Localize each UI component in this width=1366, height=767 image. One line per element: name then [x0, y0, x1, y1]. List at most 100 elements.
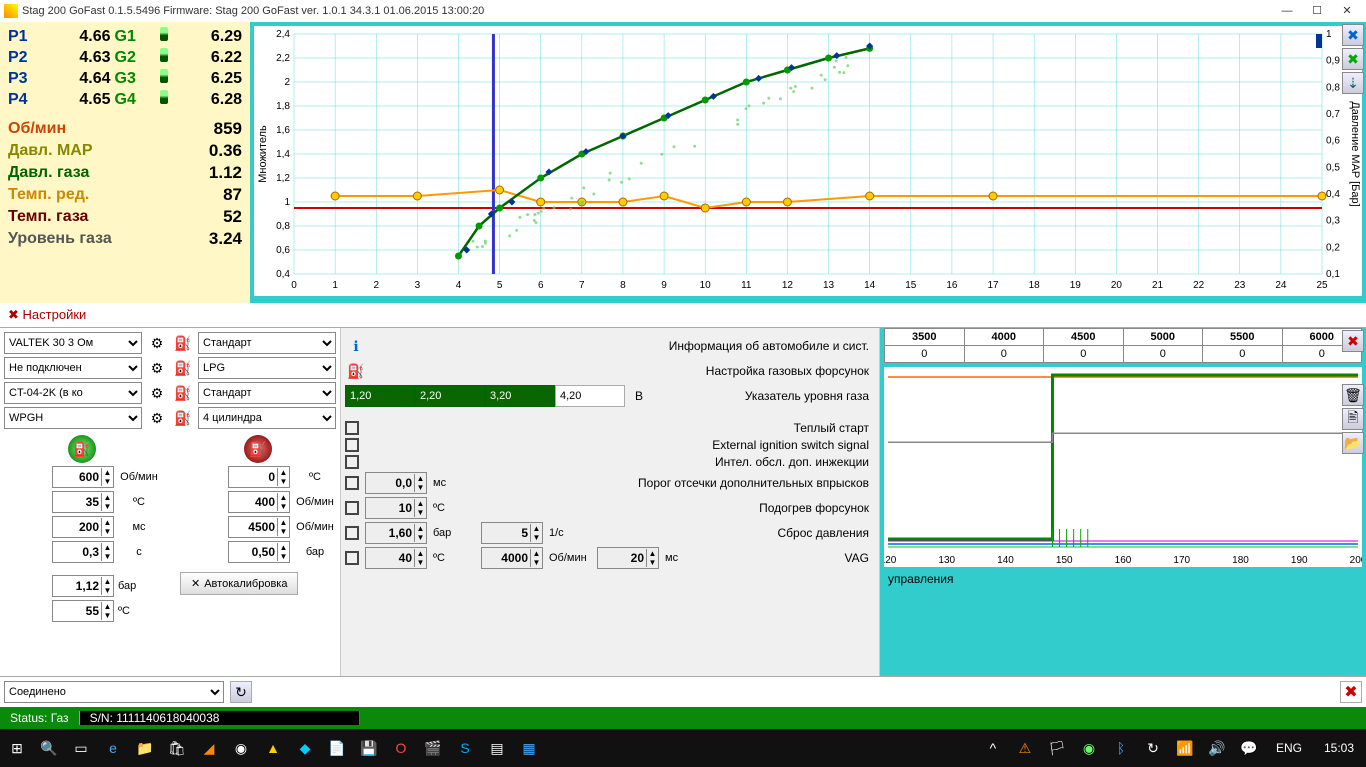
rpm-cell[interactable]: 0: [1044, 346, 1124, 363]
right-val-3[interactable]: 0,50▲▼: [228, 541, 290, 563]
opt-check-6[interactable]: [345, 551, 359, 565]
info-line-injectors[interactable]: Настройка газовых форсунок: [373, 364, 875, 378]
tray-bt-icon[interactable]: ᛒ: [1108, 735, 1134, 761]
left-val-2[interactable]: 200▲▼: [52, 516, 114, 538]
tray-warn-icon[interactable]: ⚠: [1012, 735, 1038, 761]
volt-cell-0[interactable]: 1,20: [345, 385, 415, 407]
chart-accept-icon[interactable]: ✖: [1342, 48, 1364, 70]
opt-label-2: Интел. обсл. доп. инжекции: [365, 455, 875, 469]
tray-net-icon[interactable]: ◉: [1076, 735, 1102, 761]
info-line-vehicle[interactable]: Информация об автомобиле и сист.: [373, 339, 875, 353]
tray-clock[interactable]: 15:03: [1316, 741, 1362, 755]
rpm-correction-table[interactable]: 350040004500500055006000 000000: [884, 328, 1362, 363]
opt-check-3[interactable]: [345, 476, 359, 490]
skype-icon[interactable]: S: [452, 735, 478, 761]
settings-header[interactable]: ✖ Настройки: [0, 303, 1366, 328]
left-combo-1[interactable]: Не подключен: [4, 357, 142, 379]
tray-action-icon[interactable]: 💬: [1236, 735, 1262, 761]
right-combo-1[interactable]: LPG: [198, 357, 336, 379]
close-button[interactable]: ✕: [1332, 1, 1362, 21]
save-icon[interactable]: 💾: [356, 735, 382, 761]
left-val-0[interactable]: 600▲▼: [52, 466, 114, 488]
connection-select[interactable]: Соединено: [4, 681, 224, 703]
svg-text:1,4: 1,4: [276, 149, 290, 160]
opt-check-5[interactable]: [345, 526, 359, 540]
opt-6-field-2[interactable]: 20▲▼: [597, 547, 659, 569]
left-combo-0[interactable]: VALTEK 30 3 Ом: [4, 332, 142, 354]
osc-trash-icon[interactable]: 🗑: [1342, 384, 1364, 406]
opt-label-1: External ignition switch signal: [365, 438, 875, 452]
right-val-2[interactable]: 4500▲▼: [228, 516, 290, 538]
chrome-icon[interactable]: ◉: [228, 735, 254, 761]
opt-6-field-0[interactable]: 40▲▼: [365, 547, 427, 569]
start-icon[interactable]: ⊞: [4, 735, 30, 761]
tray-sync-icon[interactable]: ↻: [1140, 735, 1166, 761]
volt-cell-2[interactable]: 3,20: [485, 385, 555, 407]
param-value: 87: [183, 184, 244, 206]
right-combo-3[interactable]: 4 цилиндра: [198, 407, 336, 429]
right-val-0[interactable]: 0▲▼: [228, 466, 290, 488]
movies-icon[interactable]: 🎬: [420, 735, 446, 761]
info-line-gaslevel[interactable]: Указатель уровня газа: [649, 389, 875, 403]
connection-refresh-icon[interactable]: ↻: [230, 681, 252, 703]
tray-vol-icon[interactable]: 🔊: [1204, 735, 1230, 761]
search-icon[interactable]: 🔍: [36, 735, 62, 761]
taskview-icon[interactable]: ▭: [68, 735, 94, 761]
osc-open-icon[interactable]: 📂: [1342, 432, 1364, 454]
rpm-cell[interactable]: 0: [964, 346, 1044, 363]
tray-wifi-icon[interactable]: 📶: [1172, 735, 1198, 761]
osc-save-icon[interactable]: 🖹: [1342, 408, 1364, 430]
app1-icon[interactable]: ◢: [196, 735, 222, 761]
minimize-button[interactable]: —: [1272, 1, 1302, 21]
app2-icon[interactable]: ▲: [260, 735, 286, 761]
right-combo-2[interactable]: Стандарт: [198, 382, 336, 404]
opt-check-2[interactable]: [345, 455, 359, 469]
opt-5-field-0[interactable]: 1,60▲▼: [365, 522, 427, 544]
autocalibration-button[interactable]: ✕Автокалибровка: [180, 572, 298, 595]
app6-icon[interactable]: ▦: [516, 735, 542, 761]
right-val-1[interactable]: 400▲▼: [228, 491, 290, 513]
volt-cell-3[interactable]: 4,20: [555, 385, 625, 407]
left-combo-3[interactable]: WPGH: [4, 407, 142, 429]
opt-6-field-1[interactable]: 4000▲▼: [481, 547, 543, 569]
opt-5-field-1[interactable]: 5▲▼: [481, 522, 543, 544]
left-val-1[interactable]: 35▲▼: [52, 491, 114, 513]
left-combo-2[interactable]: CT-04-2K (в ко: [4, 382, 142, 404]
bottom-val-1[interactable]: 55▲▼: [52, 600, 114, 622]
chart-close-icon[interactable]: ✖: [1342, 24, 1364, 46]
table-delete-icon[interactable]: ✖: [1342, 330, 1364, 352]
oscilloscope[interactable]: 120130140150160170180190200: [884, 367, 1362, 567]
opt-3-field-0[interactable]: 0,0▲▼: [365, 472, 427, 494]
volt-cell-1[interactable]: 2,20: [415, 385, 485, 407]
opt-check-4[interactable]: [345, 501, 359, 515]
explorer-icon[interactable]: 📁: [132, 735, 158, 761]
petrol-mode-icon[interactable]: ⛽: [244, 435, 272, 463]
tray-up-icon[interactable]: ^: [980, 735, 1006, 761]
settings-middle-panel: ℹ Информация об автомобиле и сист. ⛽ Нас…: [340, 328, 880, 676]
rpm-cell[interactable]: 0: [1203, 346, 1283, 363]
app3-icon[interactable]: ◆: [292, 735, 318, 761]
opt-check-0[interactable]: [345, 421, 359, 435]
multiplier-chart[interactable]: 2,42,221,81,61,41,210,80,60,410,90,80,70…: [254, 26, 1362, 296]
tray-lang[interactable]: ENG: [1268, 741, 1310, 755]
chart-tool-icon[interactable]: ⇣: [1342, 72, 1364, 94]
windows-taskbar[interactable]: ⊞ 🔍 ▭ e 📁 🛍 ◢ ◉ ▲ ◆ 📄 💾 O 🎬 S ▤ ▦ ^ ⚠ 🏳 …: [0, 729, 1366, 767]
rpm-cell[interactable]: 0: [1123, 346, 1203, 363]
maximize-button[interactable]: ☐: [1302, 1, 1332, 21]
voltage-thresholds[interactable]: 1,202,203,204,20: [345, 385, 625, 407]
gas-mode-icon[interactable]: ⛽: [68, 435, 96, 463]
rpm-cell[interactable]: 0: [885, 346, 965, 363]
tray-flag-icon[interactable]: 🏳: [1044, 735, 1070, 761]
svg-text:0,8: 0,8: [276, 221, 290, 232]
opera-icon[interactable]: O: [388, 735, 414, 761]
app5-icon[interactable]: ▤: [484, 735, 510, 761]
right-combo-0[interactable]: Стандарт: [198, 332, 336, 354]
opt-check-1[interactable]: [345, 438, 359, 452]
left-val-3[interactable]: 0,3▲▼: [52, 541, 114, 563]
connection-close-icon[interactable]: ✖: [1340, 681, 1362, 703]
edge-icon[interactable]: e: [100, 735, 126, 761]
store-icon[interactable]: 🛍: [164, 735, 190, 761]
app4-icon[interactable]: 📄: [324, 735, 350, 761]
opt-4-field-0[interactable]: 10▲▼: [365, 497, 427, 519]
bottom-val-0[interactable]: 1,12▲▼: [52, 575, 114, 597]
